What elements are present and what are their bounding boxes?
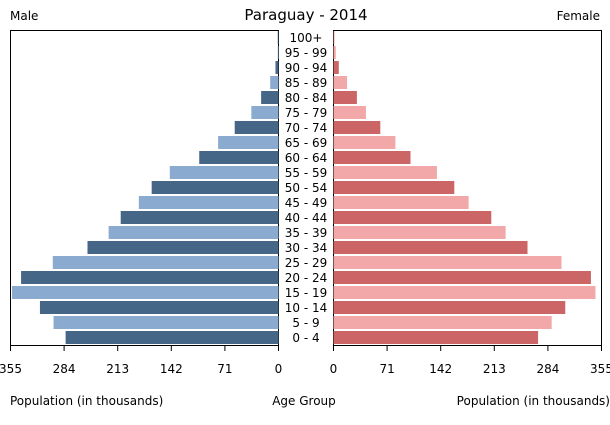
female-bar-35-39 — [333, 226, 506, 239]
male-tick-label: 142 — [160, 362, 183, 376]
male-bar-10-14 — [39, 301, 279, 314]
age-group-label: 40 - 44 — [285, 211, 328, 225]
age-group-label: 80 - 84 — [285, 91, 328, 105]
female-tick-label: 142 — [429, 362, 452, 376]
female-bar-70-74 — [333, 121, 381, 134]
female-bar-90-94 — [333, 61, 339, 74]
x-axis-label-left: Population (in thousands) — [10, 394, 163, 408]
male-bar-85-89 — [270, 76, 279, 89]
age-group-label: 70 - 74 — [285, 121, 328, 135]
male-bar-30-34 — [87, 241, 279, 254]
female-bar-60-64 — [333, 151, 411, 164]
age-group-label: 5 - 9 — [292, 316, 319, 330]
age-group-label: 50 - 54 — [285, 181, 328, 195]
female-bar-5-9 — [333, 316, 552, 329]
female-bar-75-79 — [333, 106, 366, 119]
male-bar-65-69 — [218, 136, 279, 149]
male-bar-15-19 — [12, 286, 279, 299]
age-group-label: 60 - 64 — [285, 151, 328, 165]
male-bar-50-54 — [151, 181, 279, 194]
x-axis-label-center: Age Group — [272, 394, 336, 408]
female-bar-15-19 — [333, 286, 596, 299]
female-bar-40-44 — [333, 211, 492, 224]
female-label: Female — [557, 9, 600, 23]
age-group-label: 20 - 24 — [285, 271, 328, 285]
age-group-label: 100+ — [290, 31, 323, 45]
age-group-label: 0 - 4 — [292, 331, 319, 345]
female-bar-10-14 — [333, 301, 566, 314]
male-bar-90-94 — [275, 61, 279, 74]
age-group-label: 35 - 39 — [285, 226, 328, 240]
age-group-label: 10 - 14 — [285, 301, 328, 315]
age-group-label: 15 - 19 — [285, 286, 328, 300]
age-group-label: 45 - 49 — [285, 196, 328, 210]
age-group-label: 95 - 99 — [285, 46, 328, 60]
female-tick-label: 71 — [379, 362, 394, 376]
male-tick-label: 284 — [53, 362, 76, 376]
age-group-label: 85 - 89 — [285, 76, 328, 90]
female-bar-80-84 — [333, 91, 357, 104]
male-tick-label: 355 — [0, 362, 22, 376]
male-bar-70-74 — [234, 121, 279, 134]
age-group-label: 30 - 34 — [285, 241, 328, 255]
male-bar-100+ — [277, 31, 279, 44]
female-tick-label: 355 — [590, 362, 610, 376]
age-group-label: 65 - 69 — [285, 136, 328, 150]
female-tick-label: 0 — [330, 362, 338, 376]
female-tick-label: 213 — [483, 362, 506, 376]
male-bar-5-9 — [53, 316, 279, 329]
male-label: Male — [10, 9, 38, 23]
female-bar-25-29 — [333, 256, 562, 269]
female-bar-0-4 — [333, 331, 539, 344]
male-bar-25-29 — [52, 256, 279, 269]
female-bar-85-89 — [333, 76, 348, 89]
male-tick-label: 0 — [275, 362, 283, 376]
female-bar-50-54 — [333, 181, 455, 194]
female-bar-65-69 — [333, 136, 396, 149]
male-bar-55-59 — [169, 166, 279, 179]
male-bar-40-44 — [120, 211, 279, 224]
female-bar-30-34 — [333, 241, 528, 254]
male-tick-label: 213 — [106, 362, 129, 376]
male-tick-label: 71 — [217, 362, 232, 376]
female-bar-100+ — [333, 31, 335, 44]
age-group-label: 90 - 94 — [285, 61, 328, 75]
female-bar-45-49 — [333, 196, 469, 209]
age-group-label: 25 - 29 — [285, 256, 328, 270]
male-bar-45-49 — [138, 196, 279, 209]
chart-title: Paraguay - 2014 — [244, 6, 367, 24]
female-bar-55-59 — [333, 166, 437, 179]
male-bar-60-64 — [199, 151, 279, 164]
male-bar-20-24 — [21, 271, 279, 284]
male-bar-0-4 — [65, 331, 279, 344]
female-tick-label: 284 — [536, 362, 559, 376]
male-bar-35-39 — [108, 226, 279, 239]
x-axis-label-right: Population (in thousands) — [457, 394, 610, 408]
female-bar-20-24 — [333, 271, 591, 284]
male-bar-75-79 — [251, 106, 279, 119]
age-group-label: 75 - 79 — [285, 106, 328, 120]
male-bar-95-99 — [277, 46, 279, 59]
age-group-label: 55 - 59 — [285, 166, 328, 180]
male-bar-80-84 — [261, 91, 279, 104]
female-bar-95-99 — [333, 46, 336, 59]
